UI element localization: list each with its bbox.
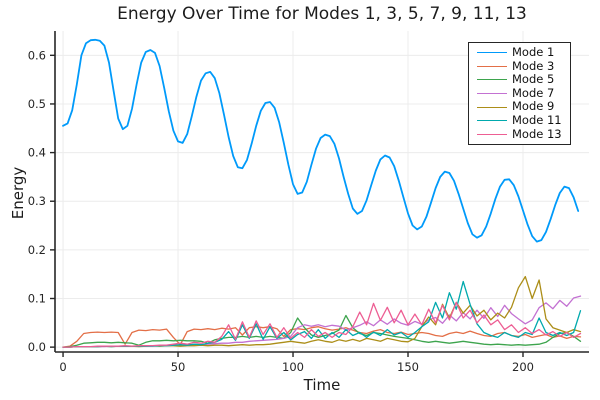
legend-label: Mode 3 [512,58,555,73]
legend-label: Mode 1 [512,45,555,60]
legend-label: Mode 5 [512,72,555,87]
y-tick-label: 0.5 [28,97,46,111]
series-mode-5 [62,314,582,348]
legend-entry-mode-7: Mode 7 [477,87,568,101]
legend-line-sample [477,65,507,67]
legend-entry-mode-9: Mode 9 [477,100,568,114]
legend-line-sample [477,120,507,122]
y-tick-label: 0.6 [28,48,46,62]
series-mode-11 [62,280,582,348]
series-mode-1 [62,38,580,243]
legend-entry-mode-5: Mode 5 [477,73,568,87]
legend-line-sample [477,52,507,54]
y-tick-label: 0.1 [28,292,46,306]
x-axis-label: Time [303,376,341,394]
legend-entry-mode-3: Mode 3 [477,60,568,74]
y-tick-label: 0.3 [28,194,46,208]
series-mode-3 [62,326,582,348]
legend-label: Mode 9 [512,99,555,114]
x-tick-label: 200 [512,360,534,374]
legend-entry-mode-11: Mode 11 [477,114,568,128]
x-tick-label: 50 [171,360,186,374]
x-tick-label: 0 [59,360,66,374]
y-tick-label: 0.4 [28,146,46,160]
legend-line-sample [477,133,507,135]
legend-line-sample [477,79,507,81]
legend-entry-mode-1: Mode 1 [477,46,568,60]
x-tick-label: 100 [282,360,304,374]
legend-label: Mode 7 [512,85,555,100]
y-axis-label: Energy [9,166,27,220]
legend-line-sample [477,106,507,108]
y-tick-label: 0.0 [28,340,46,354]
series-mode-13 [62,301,582,348]
x-tick-label: 150 [397,360,419,374]
legend-entry-mode-13: Mode 13 [477,128,568,142]
legend-label: Mode 11 [512,113,562,128]
series-mode-7 [62,295,582,348]
legend: Mode 1 Mode 3 Mode 5 Mode 7 Mode 9 Mode 11 Mod… [468,42,571,146]
legend-line-sample [477,93,507,95]
y-tick-label: 0.2 [28,243,46,257]
legend-label: Mode 13 [512,126,562,141]
chart-title: Energy Over Time for Modes 1, 3, 5, 7, 9… [117,4,527,24]
